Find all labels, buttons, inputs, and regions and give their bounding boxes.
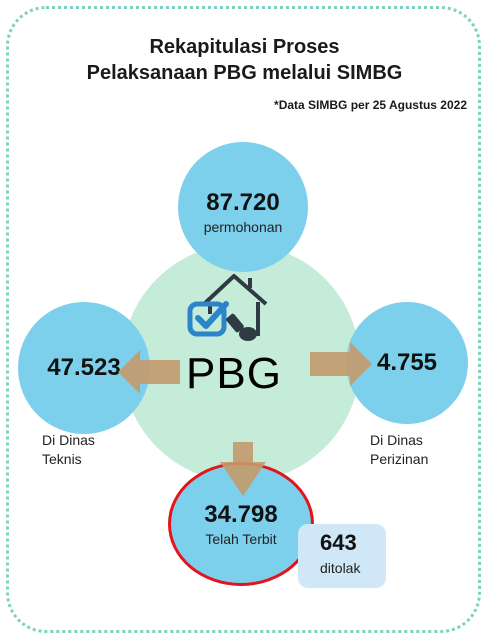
node-dinas-teknis-label-line-2: Teknis (42, 451, 82, 467)
node-telah-terbit-value: 34.798 (204, 501, 278, 528)
diagram-title: Rekapitulasi Proses Pelaksanaan PBG mela… (0, 34, 489, 86)
center-label: PBG (186, 349, 282, 398)
node-ditolak-value: 643 (320, 530, 357, 555)
node-dinas-perizinan-label-line-1: Di Dinas (370, 432, 423, 448)
arrow-down (220, 442, 266, 496)
node-permohonan-value: 87.720 (206, 189, 280, 216)
node-dinas-perizinan-label-line-2: Perizinan (370, 451, 429, 467)
node-dinas-teknis-label: Di Dinas Teknis (42, 431, 132, 469)
title-line-2: Pelaksanaan PBG melalui SIMBG (86, 62, 403, 84)
node-dinas-teknis-label-line-1: Di Dinas (42, 432, 95, 448)
node-ditolak-label: ditolak (320, 560, 361, 576)
node-dinas-teknis-value: 47.523 (47, 354, 121, 381)
node-ditolak: 643 ditolak (298, 524, 386, 588)
house-checkmark-stamp-icon (187, 274, 268, 341)
data-source-note: *Data SIMBG per 25 Agustus 2022 (274, 98, 467, 112)
dotted-frame (6, 6, 481, 633)
node-telah-terbit-label: Telah Terbit (205, 531, 277, 547)
node-permohonan: 87.720 permohonan (178, 142, 308, 272)
title-line-1: Rekapitulasi Proses (149, 36, 340, 58)
arrow-right (310, 342, 372, 386)
node-dinas-perizinan-label: Di Dinas Perizinan (370, 431, 460, 469)
arrow-left (118, 350, 180, 394)
node-permohonan-label: permohonan (203, 219, 283, 235)
node-dinas-perizinan-value: 4.755 (376, 349, 438, 376)
